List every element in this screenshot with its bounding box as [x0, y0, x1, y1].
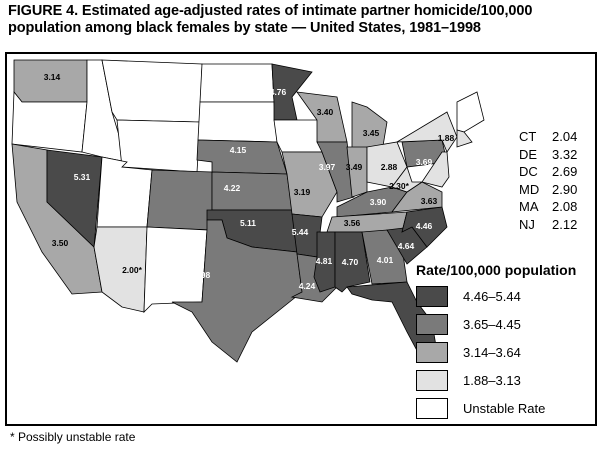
state-wy	[116, 119, 201, 173]
state-rate-label-wi: 3.40	[317, 107, 334, 117]
state-rate-label-al: 4.70	[342, 257, 359, 267]
state-abbr: DE	[519, 146, 538, 162]
state-rate-label-wa: 3.14	[44, 72, 61, 82]
state-ne_eng	[456, 91, 485, 133]
state-tx	[171, 219, 303, 363]
state-rate-label-ca: 3.50	[52, 238, 69, 248]
state-mt	[101, 59, 203, 123]
legend-swatch	[416, 313, 448, 335]
state-rate: 2.12	[552, 216, 578, 232]
legend-label: 1.88–3.13	[463, 372, 521, 388]
legend-item: Unstable Rate	[416, 394, 576, 422]
legend-item: 4.46–5.44	[416, 282, 576, 310]
state-ma_ct	[456, 129, 473, 148]
state-rate-label-co: 3.65	[114, 179, 131, 189]
state-rate-label-ms: 4.81	[316, 256, 333, 266]
legend-item: 1.88–3.13	[416, 366, 576, 394]
us-state-map: 3.14 3.50 5.31 2.00* 3.65 4.15 4.22 5.11 3.98 4.7…	[11, 59, 485, 363]
state-va	[391, 181, 443, 213]
small-state-row: MA 2.08	[519, 198, 577, 216]
state-rate-label-oh: 2.88	[381, 162, 398, 172]
state-rate: 2.69	[552, 164, 578, 179]
state-rate-label-pa: 3.69	[416, 157, 433, 167]
state-abbr: MA	[519, 199, 539, 214]
legend-swatch	[416, 397, 448, 419]
state-rate: 3.32	[552, 146, 578, 162]
state-rate-label-mn: 4.76	[270, 87, 287, 97]
title-line-2: population among black females by state …	[8, 20, 481, 36]
small-state-row: CT 2.04	[519, 128, 577, 146]
state-rate-label-mi: 3.45	[363, 128, 380, 138]
state-rate-label-il: 3.97	[319, 162, 336, 172]
state-nd	[199, 63, 275, 103]
small-state-row: MD 2.90	[519, 181, 577, 199]
state-abbr: NJ	[519, 216, 535, 232]
state-rate: 2.08	[552, 199, 578, 214]
legend-swatch	[416, 369, 448, 391]
legend-swatch	[416, 285, 448, 307]
state-abbr: DC	[519, 164, 538, 179]
legend: Rate/100,000 population 4.46–5.44 3.65–4…	[416, 262, 576, 422]
state-rate: 2.90	[552, 181, 578, 197]
footnote: * Possibly unstable rate	[10, 430, 136, 444]
state-rate-label-sc: 4.64	[398, 241, 415, 251]
legend-label: 3.65–4.45	[463, 316, 521, 332]
state-nc	[401, 206, 448, 248]
state-rate-label-la: 4.24	[299, 281, 316, 291]
state-wv	[391, 166, 424, 193]
state-rate-label-ga: 4.01	[377, 255, 394, 265]
legend-item: 3.14–3.64	[416, 338, 576, 366]
state-nj_md	[421, 151, 450, 188]
small-state-row: DC 2.69	[519, 163, 577, 181]
state-co	[146, 169, 213, 231]
legend-label: Unstable Rate	[463, 400, 546, 416]
state-rate-label-mo: 3.19	[294, 187, 311, 197]
small-state-row: DE 3.32	[519, 146, 577, 164]
state-rate-label-nc: 4.46	[416, 221, 433, 231]
state-rate-label-in: 3.49	[346, 162, 363, 172]
state-abbr: CT	[519, 129, 537, 144]
small-state-row: NJ 2.12	[519, 216, 577, 234]
legend-item: 3.65–4.45	[416, 310, 576, 338]
state-rate-label-ny: 1.88	[438, 133, 455, 143]
state-rate-label-nv: 5.31	[74, 172, 91, 182]
small-states-list: CT 2.04 DE 3.32 DC 2.69 MD 2.90 MA 2.08 NJ 2.1…	[519, 128, 577, 233]
state-rate-label-wv: 2.30*	[389, 181, 410, 191]
state-mi	[351, 101, 388, 153]
title-line-1: FIGURE 4. Estimated age-adjusted rates o…	[8, 3, 533, 19]
state-rate-label-az: 2.00*	[122, 265, 143, 275]
state-rate-label-ky: 3.90	[370, 197, 387, 207]
map-frame: 3.14 3.50 5.31 2.00* 3.65 4.15 4.22 5.11 3.98 4.7…	[5, 52, 597, 426]
state-sd	[197, 101, 278, 143]
state-rate-label-tx: 3.98	[194, 270, 211, 280]
state-rate-label-ne: 4.15	[230, 145, 247, 155]
state-rate: 2.04	[552, 129, 578, 144]
figure-title: FIGURE 4. Estimated age-adjusted rates o…	[8, 3, 532, 37]
state-il	[316, 141, 355, 203]
state-rate-label-va: 3.63	[421, 196, 438, 206]
state-ia	[273, 119, 323, 153]
legend-swatch	[416, 341, 448, 363]
state-rate-label-ar: 5.44	[292, 227, 309, 237]
state-rate-label-ok: 5.11	[240, 218, 256, 228]
state-rate-label-tn: 3.56	[344, 218, 361, 228]
state-rate-label-ks: 4.22	[224, 183, 241, 193]
legend-title: Rate/100,000 population	[416, 262, 577, 278]
legend-label: 3.14–3.64	[463, 344, 521, 360]
legend-label: 4.46–5.44	[463, 288, 521, 304]
state-abbr: MD	[519, 181, 540, 197]
